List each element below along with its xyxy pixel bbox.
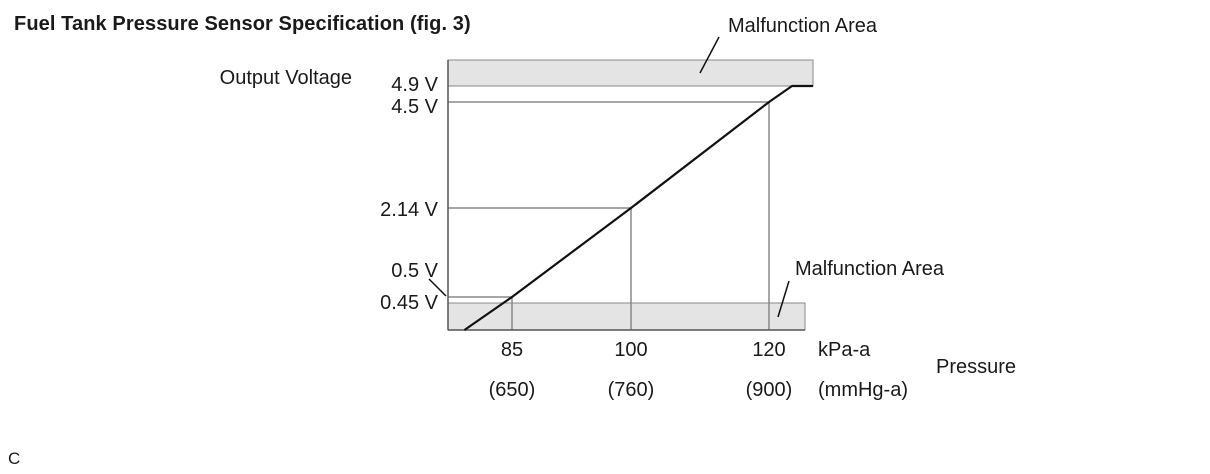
figure-code: C (8, 449, 21, 468)
y-tick-label-0-5v: 0.5 V (391, 260, 438, 282)
x-tick-sublabel-120: (900) (746, 379, 793, 401)
x-tick-label-120: 120 (752, 339, 785, 361)
x-tick-sublabel-85: (650) (489, 379, 536, 401)
lower-malfunction-band (447, 302, 806, 331)
lower-malfunction-leader (777, 280, 790, 318)
upper-malfunction-band (447, 59, 814, 87)
x-tick-label-85: 85 (501, 339, 523, 361)
x-unit-kpa: kPa-a (818, 339, 871, 361)
leader-0-5v (428, 278, 447, 297)
y-tick-label-4-5v: 4.5 V (391, 96, 438, 118)
y-tick-label-2-14v: 2.14 V (380, 199, 438, 221)
y-tick-label-4-9v: 4.9 V (391, 74, 438, 96)
y-tick-label-0-45v: 0.45 V (380, 292, 438, 314)
chart-title: Fuel Tank Pressure Sensor Specification … (14, 13, 471, 35)
axes (447, 60, 805, 331)
x-unit-mmhg: (mmHg-a) (818, 379, 908, 401)
x-tick-sublabel-100: (760) (608, 379, 655, 401)
x-axis-title: Pressure (936, 356, 1016, 378)
lower-malfunction-label: Malfunction Area (795, 258, 945, 280)
y-axis-title: Output Voltage (220, 67, 352, 89)
upper-malfunction-label: Malfunction Area (728, 15, 878, 37)
x-tick-label-100: 100 (614, 339, 647, 361)
axis-labels: 4.9 V4.5 V 2.14 V 0.5 V 0.45 V Output Voltag… (220, 67, 1016, 401)
upper-malfunction-leader (699, 36, 720, 74)
series-path (463, 84, 813, 331)
series-line (463, 84, 813, 331)
guide-lines (448, 101, 770, 330)
annotations: Malfunction Area Malfunction Area (699, 15, 945, 318)
malfunction-bands (447, 59, 814, 331)
